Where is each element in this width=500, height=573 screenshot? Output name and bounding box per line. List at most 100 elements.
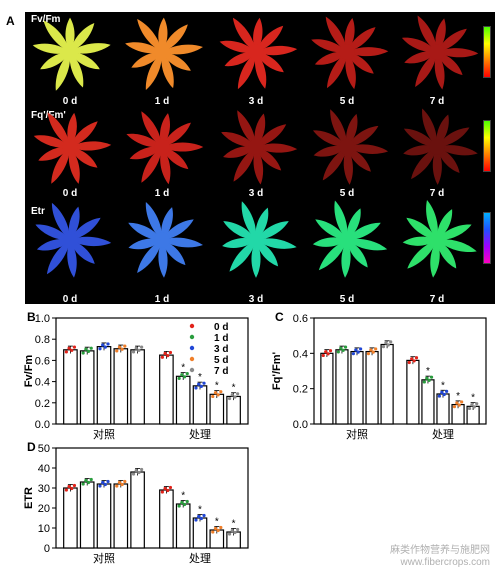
y-tick-label: 0.4 <box>35 377 50 389</box>
data-point <box>427 378 431 382</box>
y-tick-label: 30 <box>38 483 50 495</box>
bar <box>130 349 145 425</box>
leaflet <box>233 147 256 182</box>
leaflet <box>219 40 256 53</box>
data-point <box>230 528 234 533</box>
leaflet <box>347 240 368 268</box>
data-point <box>429 375 434 379</box>
data-point <box>67 346 71 350</box>
leaflet <box>256 240 279 267</box>
leaflet <box>162 24 188 52</box>
data-point <box>72 345 77 349</box>
leaf-center <box>62 44 78 60</box>
leaflet <box>223 146 256 158</box>
data-point <box>180 373 184 377</box>
data-point <box>410 357 414 361</box>
leaf-shape <box>403 108 478 185</box>
leaflet <box>346 113 358 147</box>
leaflet <box>256 25 284 52</box>
data-point <box>89 477 93 482</box>
data-point <box>120 347 124 351</box>
leaflet <box>35 224 70 241</box>
data-point <box>202 381 206 385</box>
data-point <box>106 479 110 484</box>
plot-frame <box>55 447 249 549</box>
day-label: 3 d <box>248 294 264 305</box>
leaf-shape <box>35 202 112 278</box>
data-point <box>131 472 136 476</box>
leaflet <box>223 221 256 240</box>
data-point <box>182 375 187 379</box>
data-point <box>236 392 240 396</box>
category-label: 对照 <box>93 551 115 565</box>
data-point <box>140 345 144 349</box>
data-point <box>442 392 446 397</box>
data-point <box>216 528 220 533</box>
leaflet <box>322 147 347 181</box>
day-label: 7 d <box>429 96 445 107</box>
data-point <box>98 484 102 488</box>
leaflet <box>347 238 388 251</box>
data-point <box>440 390 444 394</box>
data-point <box>467 406 472 411</box>
leaf-center <box>154 44 170 60</box>
bar <box>96 346 112 425</box>
data-point <box>369 348 373 352</box>
leaflet <box>162 44 203 55</box>
data-point <box>140 467 144 472</box>
leaf-shape <box>401 15 479 90</box>
data-point <box>233 395 237 399</box>
day-label: 5 d <box>339 294 355 305</box>
data-point <box>194 518 198 522</box>
leaflet <box>345 52 356 90</box>
y-axis-label: Fq'/Fm' <box>271 352 283 391</box>
leaflet <box>318 240 347 271</box>
chart-fv-fm: 0.0 0.2 0.4 0.6 0.8 1.0 Fv/Fm 对照 处理 * * * * 0 d1 d3 d… <box>23 313 249 441</box>
leaflet <box>69 52 84 88</box>
leaflet <box>344 18 355 52</box>
leaf-fluorescence-image <box>32 17 111 91</box>
leaflet <box>33 135 70 148</box>
day-label: 1 d <box>154 294 170 305</box>
data-point <box>166 354 170 358</box>
leaflet <box>38 146 70 161</box>
leaf-center <box>248 44 264 60</box>
leaf-shape <box>221 110 298 185</box>
leaflet <box>70 52 100 70</box>
leaf-center <box>429 232 445 248</box>
data-point <box>236 527 240 532</box>
leaf-center <box>429 139 445 155</box>
bar <box>406 359 420 425</box>
data-point <box>414 356 419 360</box>
leaflet <box>311 39 347 53</box>
data-point <box>123 344 127 348</box>
data-point <box>197 514 201 519</box>
leaflet <box>347 47 389 57</box>
leaflet <box>162 240 186 266</box>
leaflet <box>437 145 478 156</box>
leaflet <box>32 43 70 54</box>
y-tick-label: 40 <box>38 463 50 475</box>
colorbar <box>483 212 491 264</box>
data-point <box>389 340 393 344</box>
bar <box>63 487 78 549</box>
leaflet <box>415 52 437 88</box>
leaflet <box>254 52 267 89</box>
data-point <box>168 350 173 355</box>
data-point <box>407 360 411 365</box>
day-label: 7 d <box>429 188 445 199</box>
y-axis-label: Fv/Fm <box>23 355 35 388</box>
leaf-fluorescence-image <box>128 202 203 278</box>
leaflet <box>437 28 467 52</box>
day-label: 1 d <box>154 188 170 199</box>
leaflet <box>436 114 449 147</box>
bar <box>436 393 450 425</box>
category-label: 对照 <box>346 427 368 441</box>
leaf-shape <box>222 201 297 278</box>
leaflet <box>256 124 287 147</box>
leaflet <box>161 52 174 89</box>
leaflet <box>422 108 438 147</box>
bar <box>365 350 379 425</box>
category-label: 处理 <box>432 428 454 441</box>
